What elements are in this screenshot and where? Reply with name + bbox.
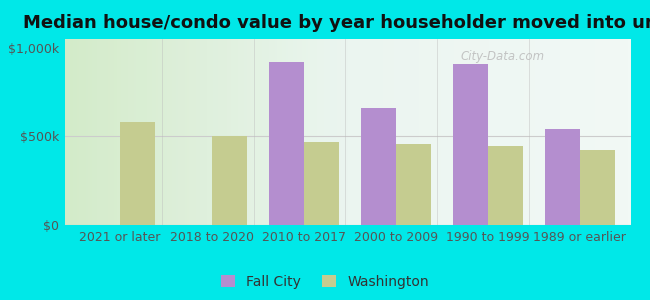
Bar bbox=[304, 142, 339, 225]
Bar bbox=[269, 62, 304, 225]
Bar bbox=[545, 129, 580, 225]
Bar bbox=[488, 146, 523, 225]
Bar bbox=[453, 64, 488, 225]
Bar bbox=[120, 122, 155, 225]
Title: Median house/condo value by year householder moved into unit: Median house/condo value by year househo… bbox=[23, 14, 650, 32]
Legend: Fall City, Washington: Fall City, Washington bbox=[217, 271, 433, 293]
Bar bbox=[212, 136, 247, 225]
Bar bbox=[396, 144, 431, 225]
Bar bbox=[580, 150, 615, 225]
Bar bbox=[361, 108, 396, 225]
Text: City-Data.com: City-Data.com bbox=[461, 50, 545, 63]
